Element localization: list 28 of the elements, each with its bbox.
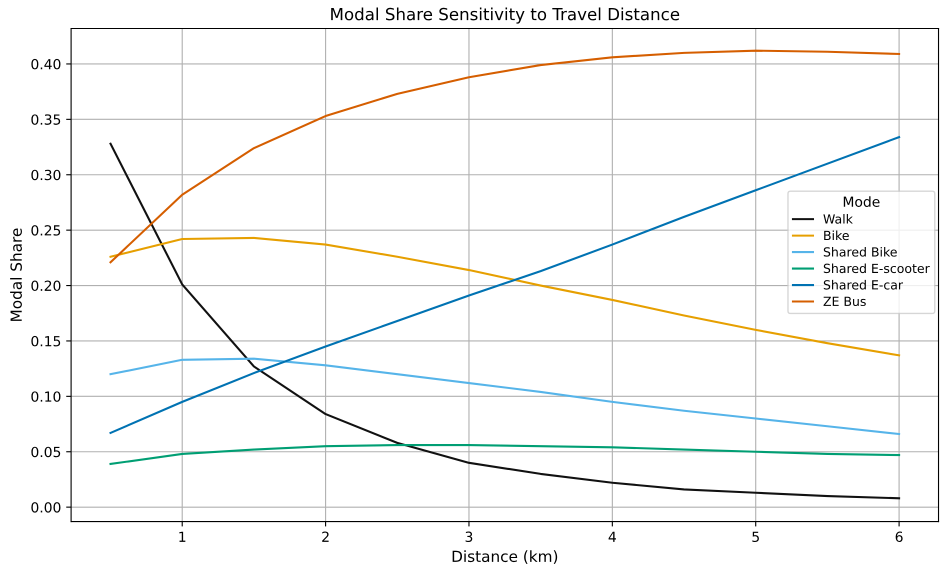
x-axis-title: Distance (km) (452, 550, 558, 564)
y-axis-title: Modal Share (10, 228, 22, 321)
y-tick-label: 0.00 (31, 502, 60, 513)
y-tick-label: 0.25 (31, 225, 60, 236)
chart-title: Modal Share Sensitivity to Travel Distance (331, 8, 680, 24)
x-tick-label: 5 (752, 532, 759, 542)
legend-label: Shared Bike (824, 246, 897, 257)
legend-label: Shared E-car (824, 280, 904, 290)
y-tick-label: 0.30 (31, 170, 60, 180)
y-tick-label: 0.20 (31, 280, 60, 292)
line-series (109, 444, 900, 465)
x-tick-label: 1 (179, 532, 186, 542)
legend-label: Walk (823, 214, 853, 224)
legend-label: Bike (824, 230, 849, 240)
legend-title: Mode (844, 196, 880, 207)
y-tick-label: 0.05 (31, 446, 60, 458)
line-series (109, 50, 900, 264)
y-tick-label: 0.40 (31, 58, 60, 70)
legend-label: Shared E-scooter (824, 263, 930, 274)
line-series (109, 358, 900, 436)
legend-label: ZE Bus (824, 296, 866, 306)
x-tick-label: 3 (466, 532, 472, 542)
y-tick-label: 0.10 (31, 391, 60, 402)
x-tick-label: 6 (896, 532, 903, 542)
y-tick-label: 0.35 (31, 114, 60, 125)
x-tick-label: 2 (322, 532, 329, 542)
x-tick-label: 4 (608, 532, 616, 542)
y-tick-label: 0.15 (31, 336, 60, 346)
